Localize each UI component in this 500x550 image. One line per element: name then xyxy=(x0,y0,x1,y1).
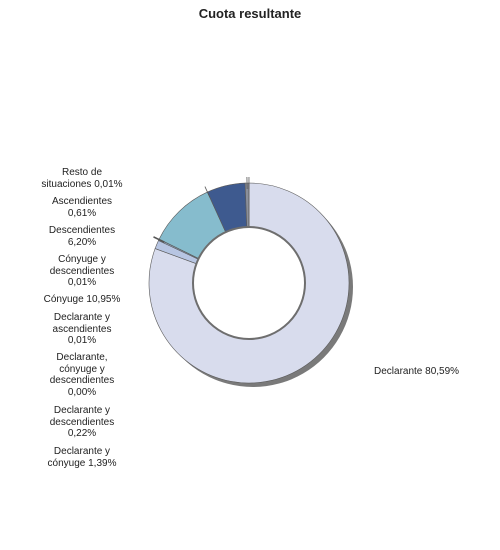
slice-label-descendientes: Descendientes 6,20% xyxy=(48,225,116,248)
slice-label-conyuge: Cónyuge 10,95% xyxy=(43,294,121,305)
slice-label-declarante: Declarante 80,59% xyxy=(374,366,460,377)
slice-label-declarante-y-conyuge: Declarante y cónyuge 1,39% xyxy=(47,446,117,469)
chart-title: Cuota resultante xyxy=(198,6,302,21)
leader-declarante-y-descendientes xyxy=(153,236,165,243)
donut-hole xyxy=(192,226,306,340)
slice-label-conyuge-y-descendientes: Cónyuge y descendientes 0,01% xyxy=(49,254,115,288)
slice-label-resto-de-situaciones: Resto de situaciones 0,01% xyxy=(41,167,123,190)
slice-label-ascendientes: Ascendientes 0,61% xyxy=(51,196,113,219)
leader-declarante-y-ascendientes xyxy=(153,236,165,243)
slice-label-declarante-y-descendientes: Declarante y descendientes 0,22% xyxy=(49,405,115,439)
slice-label-declarante-y-ascendientes: Declarante y ascendientes 0,01% xyxy=(52,312,112,346)
slice-label-declarante-conyuge-y-descendientes: Declarante, cónyuge y descendientes 0,00… xyxy=(49,352,115,398)
leader-conyuge-y-descendientes xyxy=(204,186,211,198)
